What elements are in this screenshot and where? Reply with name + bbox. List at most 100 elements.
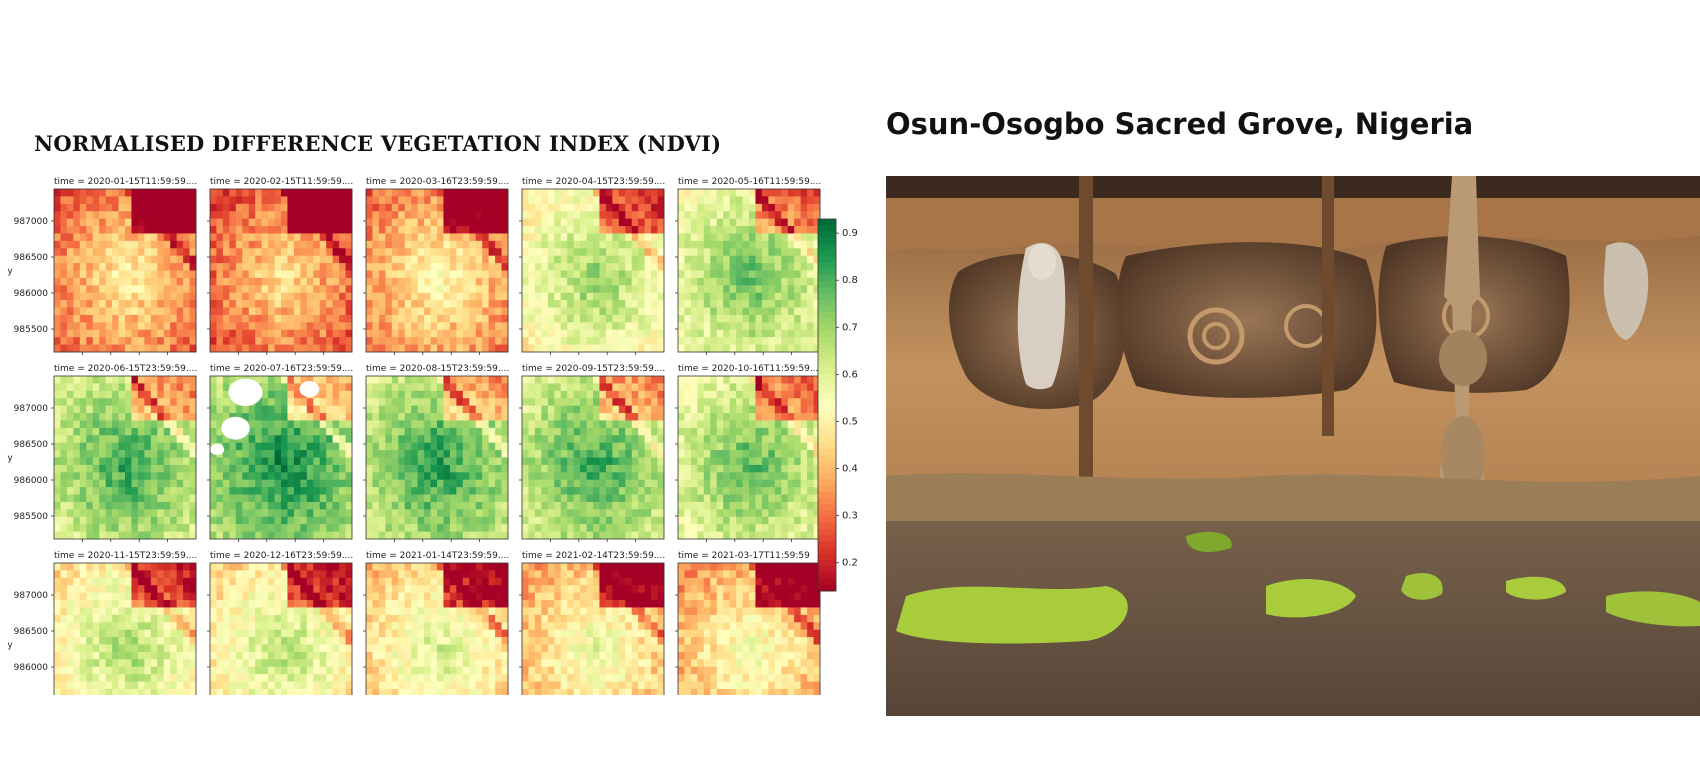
ndvi-cell: [488, 285, 496, 294]
panel-time-label: time = 2020-03-16T23:59:59....: [366, 177, 509, 187]
ndvi-cell: [761, 398, 769, 407]
ndvi-cell: [404, 398, 412, 407]
ndvi-cell: [345, 405, 353, 414]
ndvi-cell: [60, 285, 68, 294]
ndvi-cell: [586, 383, 594, 392]
ndvi-cell: [385, 457, 393, 466]
ndvi-cell: [66, 263, 74, 271]
ndvi-cell: [268, 509, 275, 518]
ndvi-cell: [631, 516, 639, 525]
ndvi-cell: [534, 405, 542, 414]
ndvi-cell: [554, 322, 562, 331]
ndvi-cell: [300, 509, 308, 518]
ndvi-cell: [242, 211, 250, 220]
ndvi-cell: [170, 292, 178, 301]
ndvi-cell: [170, 196, 178, 205]
ndvi-cell: [366, 457, 373, 466]
ndvi-cell: [501, 248, 509, 257]
ndvi-cell: [332, 292, 340, 301]
ndvi-cell: [462, 226, 470, 234]
ndvi-cell: [573, 226, 581, 234]
ndvi-cell: [391, 218, 399, 227]
ndvi-cell: [736, 464, 743, 473]
ndvi-cell: [332, 240, 340, 249]
ndvi-cell: [112, 255, 119, 264]
ndvi-cell: [586, 285, 594, 294]
ndvi-cell: [501, 196, 509, 205]
ndvi-cell: [293, 464, 301, 473]
ndvi-cell: [586, 226, 594, 234]
ndvi-cell: [137, 376, 145, 384]
ndvi-cell: [366, 218, 373, 227]
ndvi-cell: [475, 211, 483, 220]
ndvi-cell: [274, 322, 282, 331]
ndvi-cell: [554, 442, 562, 451]
ndvi-cell: [768, 255, 776, 264]
ndvi-cell: [268, 405, 275, 414]
ndvi-cell: [248, 314, 256, 323]
ndvi-cell: [522, 435, 529, 444]
ndvi-cell: [800, 248, 808, 257]
ndvi-cell: [703, 398, 711, 407]
ndvi-cell: [723, 376, 731, 384]
ndvi-cell: [657, 487, 665, 495]
ndvi-cell: [781, 531, 789, 540]
ndvi-chart: time = 2020-01-15T11:59:59....9870009865…: [7, 177, 858, 695]
ndvi-cell: [125, 450, 132, 458]
ndvi-cell: [54, 292, 61, 301]
ndvi-cell: [580, 450, 587, 458]
ndvi-cell: [79, 435, 87, 444]
ndvi-cell: [293, 494, 301, 503]
ndvi-cell: [118, 398, 126, 407]
ndvi-cell: [716, 524, 724, 532]
ndvi-cell: [235, 218, 243, 227]
ndvi-cell: [501, 240, 509, 249]
ndvi-cell: [794, 516, 802, 525]
ndvi-cell: [742, 307, 750, 316]
ndvi-cell: [755, 531, 763, 540]
ndvi-cell: [430, 270, 438, 279]
ndvi-cell: [774, 390, 782, 399]
ndvi-cell: [794, 218, 802, 227]
ndvi-cell: [690, 255, 698, 264]
ndvi-cell: [105, 344, 113, 353]
ndvi-cell: [235, 240, 243, 249]
ndvi-cell: [281, 218, 288, 227]
ndvi-cell: [398, 487, 406, 495]
ndvi-cell: [462, 263, 470, 271]
ndvi-cell: [99, 300, 107, 308]
ndvi-cell: [761, 420, 769, 429]
ndvi-cell: [625, 292, 633, 301]
ndvi-cell: [293, 189, 301, 197]
ndvi-cell: [716, 383, 724, 392]
ndvi-cell: [729, 464, 737, 473]
ndvi-cell: [781, 277, 789, 286]
ndvi-cell: [424, 255, 431, 264]
ndvi-cell: [768, 509, 776, 518]
ndvi-cell: [678, 285, 685, 294]
ndvi-cell: [345, 376, 353, 384]
ndvi-cell: [469, 405, 477, 414]
ndvi-cell: [255, 211, 263, 220]
ndvi-cell: [586, 435, 594, 444]
ndvi-cell: [287, 292, 295, 301]
ndvi-cell: [118, 376, 126, 384]
ndvi-cell: [281, 203, 288, 212]
ndvi-cell: [248, 248, 256, 257]
ndvi-cell: [150, 292, 158, 301]
ndvi-cell: [73, 442, 81, 451]
ndvi-cell: [631, 450, 639, 458]
ndvi-cell: [710, 277, 718, 286]
ndvi-cell: [332, 524, 340, 532]
ndvi-cell: [248, 427, 256, 436]
ndvi-cell: [248, 531, 256, 540]
ndvi-cell: [54, 322, 61, 331]
ndvi-cell: [800, 450, 808, 458]
ndvi-cell: [573, 376, 581, 384]
ndvi-cell: [534, 344, 542, 353]
ndvi-cell: [690, 277, 698, 286]
ndvi-cell: [378, 376, 386, 384]
ndvi-cell: [176, 501, 184, 510]
ndvi-cell: [417, 248, 425, 257]
ndvi-cell: [469, 531, 477, 540]
